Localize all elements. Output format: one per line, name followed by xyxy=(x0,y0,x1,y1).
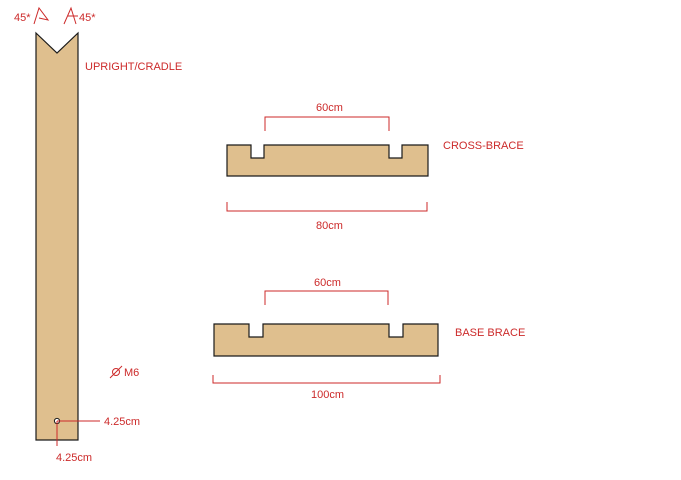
base-brace: 60cm 100cm BASE BRACE xyxy=(212,277,525,401)
hole-offset-y-label: 4.25cm xyxy=(56,452,92,464)
hole-offset-x-label: 4.25cm xyxy=(104,416,140,428)
cross-brace: 60cm 80cm CROSS-BRACE xyxy=(226,102,524,232)
bolt-label: M6 xyxy=(124,367,139,379)
base-brace-label: BASE BRACE xyxy=(455,327,525,339)
upright-cradle: 4.25cm 4.25cm UPRIGHT/CRADLE 45* 45* M6 xyxy=(14,6,182,464)
cross-brace-length-label: 80cm xyxy=(316,220,343,232)
bolt-diameter-icon xyxy=(109,365,123,379)
cross-brace-notch-dimension xyxy=(264,116,390,131)
angle-left-icon xyxy=(33,6,50,25)
cross-brace-label: CROSS-BRACE xyxy=(443,140,524,152)
base-brace-notch-dimension xyxy=(264,290,389,305)
base-brace-piece xyxy=(213,323,439,357)
base-brace-notch-label: 60cm xyxy=(314,277,341,289)
upright-label: UPRIGHT/CRADLE xyxy=(85,61,182,73)
angle-left-label: 45* xyxy=(14,12,31,24)
angle-right-label: 45* xyxy=(79,12,96,24)
cross-brace-length-dimension xyxy=(226,202,428,212)
cross-brace-notch-label: 60cm xyxy=(316,102,343,114)
base-brace-length-label: 100cm xyxy=(311,389,344,401)
base-brace-length-dimension xyxy=(212,375,441,384)
upright-piece xyxy=(35,31,79,441)
angle-right-icon xyxy=(63,6,78,25)
cross-brace-piece xyxy=(226,144,429,177)
